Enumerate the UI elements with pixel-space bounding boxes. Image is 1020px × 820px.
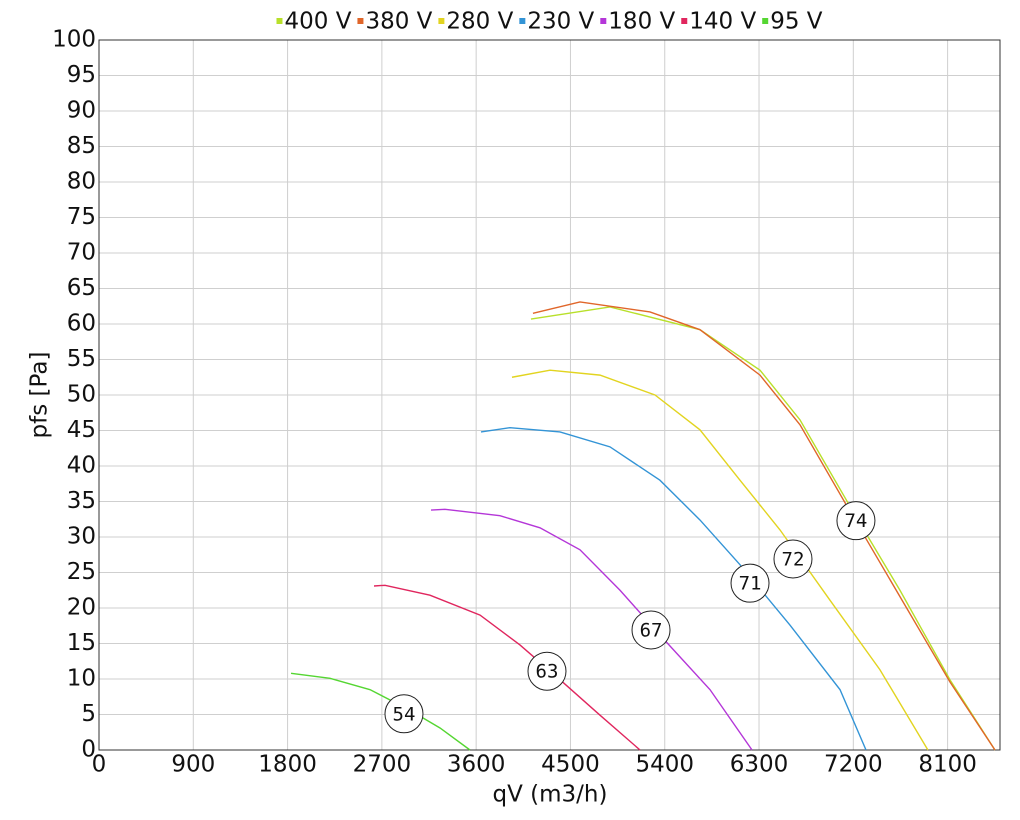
x-tick-label: 5400 xyxy=(635,752,694,778)
y-tick-label: 70 xyxy=(67,240,96,266)
y-tick-label: 0 xyxy=(81,737,96,763)
y-tick-label: 40 xyxy=(67,453,96,479)
x-tick-label: 4500 xyxy=(541,752,600,778)
x-axis-label: qV (m3/h) xyxy=(493,782,608,808)
y-tick-label: 80 xyxy=(67,169,96,195)
series-line xyxy=(530,306,996,751)
legend-swatch xyxy=(762,18,769,24)
x-tick-label: 0 xyxy=(92,752,107,778)
y-tick-label: 10 xyxy=(67,666,96,692)
legend-label: 95 V xyxy=(770,9,823,35)
y-tick-label: 5 xyxy=(81,701,96,727)
annotation-label: 63 xyxy=(536,661,559,683)
x-tick-label: 1800 xyxy=(258,752,317,778)
series-line xyxy=(511,369,929,751)
y-tick-label: 90 xyxy=(67,98,96,124)
legend-label: 140 V xyxy=(689,9,756,35)
plot-frame xyxy=(98,39,1001,751)
x-tick-label: 2700 xyxy=(353,752,412,778)
y-tick-label: 35 xyxy=(67,488,96,514)
legend-label: 230 V xyxy=(527,9,594,35)
series-line xyxy=(480,426,867,751)
annotation-label: 72 xyxy=(782,549,805,571)
annotation-label: 54 xyxy=(393,703,416,725)
y-tick-label: 15 xyxy=(67,630,96,656)
y-tick-label: 65 xyxy=(67,275,96,301)
legend-label: 380 V xyxy=(365,9,432,35)
x-tick-label: 7200 xyxy=(824,752,883,778)
y-tick-label: 50 xyxy=(67,382,96,408)
y-tick-label: 85 xyxy=(67,133,96,159)
annotation-circle xyxy=(527,651,567,691)
legend-label: 400 V xyxy=(284,9,351,35)
series-line xyxy=(290,672,471,751)
y-tick-label: 20 xyxy=(67,595,96,621)
annotation-circle xyxy=(730,563,770,603)
series-line xyxy=(373,584,641,751)
legend-swatch xyxy=(681,18,688,24)
series-line xyxy=(532,301,996,751)
x-tick-label: 8100 xyxy=(918,752,977,778)
legend-swatch xyxy=(276,18,283,24)
annotation-circle xyxy=(384,694,424,734)
y-axis-label: pfs [Pa] xyxy=(27,352,53,439)
annotation-label: 74 xyxy=(844,510,867,532)
x-tick-label: 3600 xyxy=(447,752,506,778)
x-tick-label: 6300 xyxy=(730,752,789,778)
y-tick-label: 30 xyxy=(67,524,96,550)
legend: 400 V 380 V 280 V 230 V 180 V 140 V 95 V xyxy=(276,9,823,35)
legend-label: 280 V xyxy=(446,9,513,35)
y-tick-label: 60 xyxy=(67,311,96,337)
legend-swatch xyxy=(600,18,607,24)
legend-swatch xyxy=(519,18,526,24)
annotation-label: 71 xyxy=(739,573,762,595)
legend-swatch xyxy=(438,18,445,24)
legend-swatch xyxy=(357,18,364,24)
annotation-circle xyxy=(836,501,876,541)
x-tick-label: 900 xyxy=(171,752,215,778)
y-tick-label: 25 xyxy=(67,559,96,585)
annotation-circle xyxy=(773,539,813,579)
legend-label: 180 V xyxy=(608,9,675,35)
y-tick-label: 45 xyxy=(67,417,96,443)
annotation-circle xyxy=(631,610,671,650)
y-tick-label: 100 xyxy=(52,27,96,53)
y-tick-label: 75 xyxy=(67,204,96,230)
annotation-label: 67 xyxy=(640,620,663,642)
series-line xyxy=(430,508,753,751)
y-tick-label: 55 xyxy=(67,346,96,372)
y-tick-label: 95 xyxy=(67,62,96,88)
